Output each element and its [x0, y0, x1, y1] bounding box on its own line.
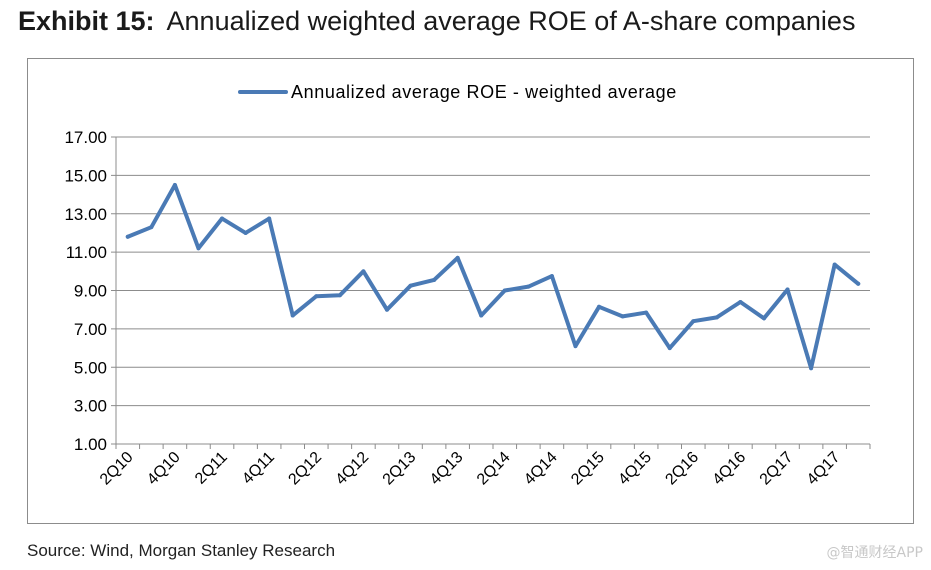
watermark: @智通财经APP	[826, 545, 923, 561]
data-point	[856, 281, 861, 286]
y-tick-label: 9.00	[74, 282, 107, 301]
y-tick-label: 13.00	[64, 205, 107, 224]
y-tick-label: 1.00	[74, 435, 107, 454]
data-point	[432, 277, 437, 282]
data-point	[149, 225, 154, 230]
data-point	[620, 314, 625, 319]
x-tick-label: 2Q14	[474, 449, 514, 489]
data-point	[549, 274, 554, 279]
x-tick-label: 2Q12	[285, 449, 325, 489]
data-point	[125, 234, 130, 239]
data-point	[644, 310, 649, 315]
data-point	[172, 182, 177, 187]
x-tick-label: 2Q11	[192, 449, 231, 488]
x-tick-label: 4Q13	[427, 449, 467, 489]
data-point	[267, 216, 272, 221]
source-note: Source: Wind, Morgan Stanley Research	[27, 541, 336, 560]
exhibit-title: Exhibit 15: Annualized weighted average R…	[18, 6, 855, 37]
y-tick-label: 11.00	[66, 243, 107, 262]
data-point	[761, 316, 766, 321]
x-tick-label: 2Q10	[97, 449, 137, 489]
data-point	[361, 269, 366, 274]
x-tick-label: 2Q15	[568, 449, 608, 489]
y-tick-label: 15.00	[64, 166, 107, 185]
exhibit-label: Exhibit 15:	[18, 6, 155, 36]
data-point	[337, 293, 342, 298]
x-tick-label: 4Q14	[521, 449, 561, 489]
y-tick-label: 7.00	[74, 320, 107, 339]
legend-label: Annualized average ROE - weighted averag…	[291, 82, 677, 102]
x-tick-label: 4Q15	[615, 449, 655, 489]
y-tick-label: 3.00	[74, 397, 107, 416]
data-point	[573, 344, 578, 349]
data-point	[691, 319, 696, 324]
roe-line-chart: 1.00 3.00 5.00 7.00 9.00 11.00 13.00 15.00 17.00…	[64, 82, 871, 489]
data-point	[290, 313, 295, 318]
data-point	[408, 283, 413, 288]
data-point	[667, 346, 672, 351]
chart-frame: 1.00 3.00 5.00 7.00 9.00 11.00 13.00 15.00 17.00…	[27, 58, 914, 524]
data-point	[714, 315, 719, 320]
data-point	[785, 287, 790, 292]
data-point	[243, 230, 248, 235]
data-point	[526, 284, 531, 289]
x-tick-label: 2Q13	[380, 449, 420, 489]
x-tick-label: 4Q11	[239, 449, 278, 488]
data-point	[832, 262, 837, 267]
data-point	[502, 288, 507, 293]
x-tick-label: 2Q17	[757, 449, 797, 489]
data-point	[314, 294, 319, 299]
exhibit-title-text: Annualized weighted average ROE of A-sha…	[166, 6, 856, 36]
y-tick-label: 5.00	[74, 358, 107, 377]
x-tick-label: 4Q12	[333, 449, 373, 489]
data-point	[597, 304, 602, 309]
data-point	[738, 300, 743, 305]
data-point	[479, 313, 484, 318]
x-tick-label: 4Q10	[144, 449, 184, 489]
x-tick-label: 2Q16	[662, 449, 702, 489]
data-point	[455, 255, 460, 260]
data-point	[220, 216, 225, 221]
x-tick-label: 4Q16	[710, 449, 750, 489]
data-point	[809, 366, 814, 371]
y-tick-label: 17.00	[64, 128, 107, 147]
series-line	[125, 182, 861, 371]
data-point	[196, 246, 201, 251]
data-point	[384, 307, 389, 312]
x-tick-label: 4Q17	[804, 449, 844, 489]
